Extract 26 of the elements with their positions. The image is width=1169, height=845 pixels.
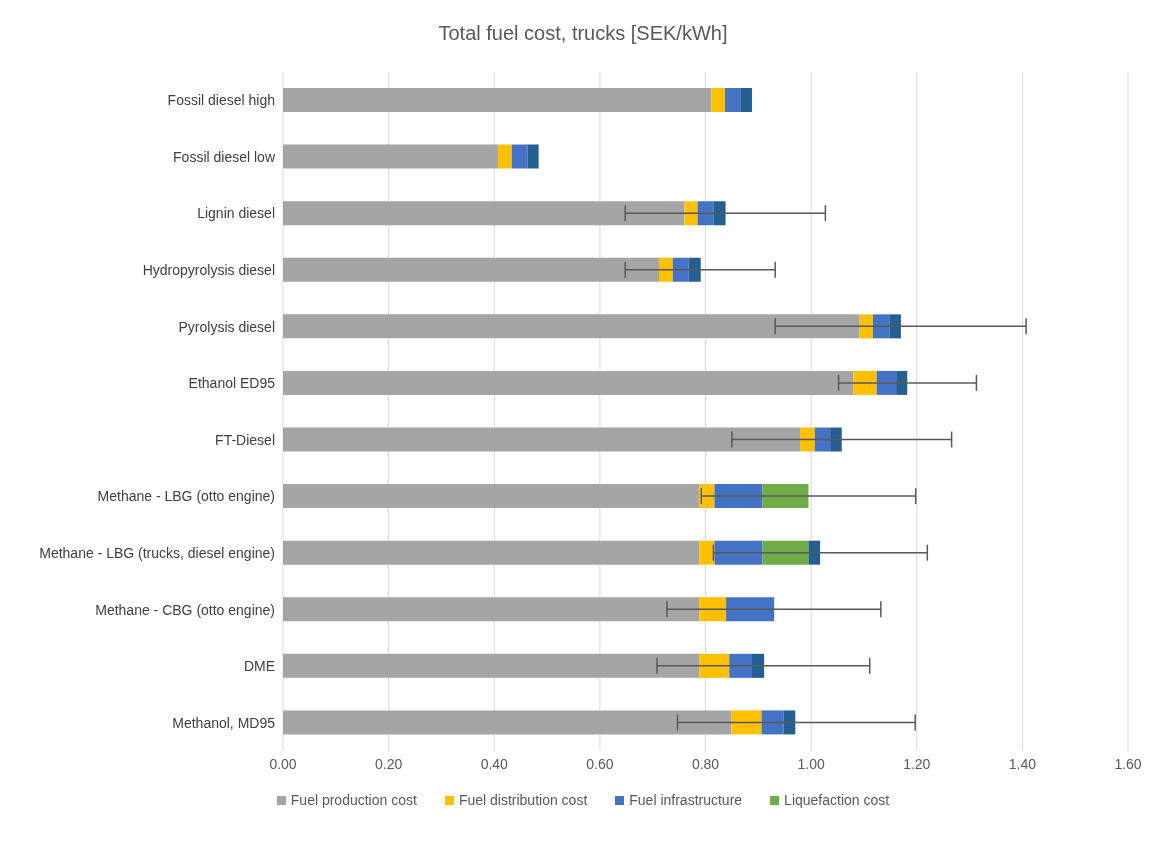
legend-label: Fuel production cost [290, 792, 417, 808]
y-tick-label: Lignin diesel [197, 205, 275, 222]
legend-label: Fuel infrastructure [629, 792, 743, 808]
y-tick-label: DME [243, 658, 275, 675]
y-tick-label: Pyrolysis diesel [178, 318, 275, 335]
x-tick-label: 1.00 [797, 755, 825, 772]
chart-title: Total fuel cost, trucks [SEK/kWh] [437, 21, 729, 46]
y-tick-label: Methane - LBG (trucks, diesel engine) [39, 544, 275, 561]
x-tick-label: 0.40 [480, 755, 509, 772]
y-tick-label: Methanol, MD95 [172, 714, 276, 731]
y-tick-label: Ethanol ED95 [188, 375, 276, 392]
x-tick-label: 1.20 [903, 755, 931, 772]
y-tick-label: Methane - LBG (otto engine) [97, 488, 275, 505]
x-tick-label: 0.80 [691, 755, 720, 772]
y-tick-label: FT-Diesel [215, 431, 275, 448]
legend-label: Fuel distribution cost [458, 792, 588, 808]
y-tick-label: Fossil diesel low [173, 148, 276, 165]
x-tick-label: 0.60 [586, 755, 614, 772]
x-tick-label: 0.20 [375, 755, 403, 772]
y-tick-label: Hydropyrolysis diesel [142, 262, 275, 279]
legend-label: Liquefaction cost [784, 792, 890, 808]
x-tick-label: 1.40 [1008, 755, 1037, 772]
y-tick-label: Methane - CBG (otto engine) [95, 601, 275, 618]
x-tick-label: 0.00 [269, 755, 297, 772]
x-tick-label: 1.60 [1114, 755, 1142, 772]
y-tick-label: Fossil diesel high [167, 92, 275, 109]
